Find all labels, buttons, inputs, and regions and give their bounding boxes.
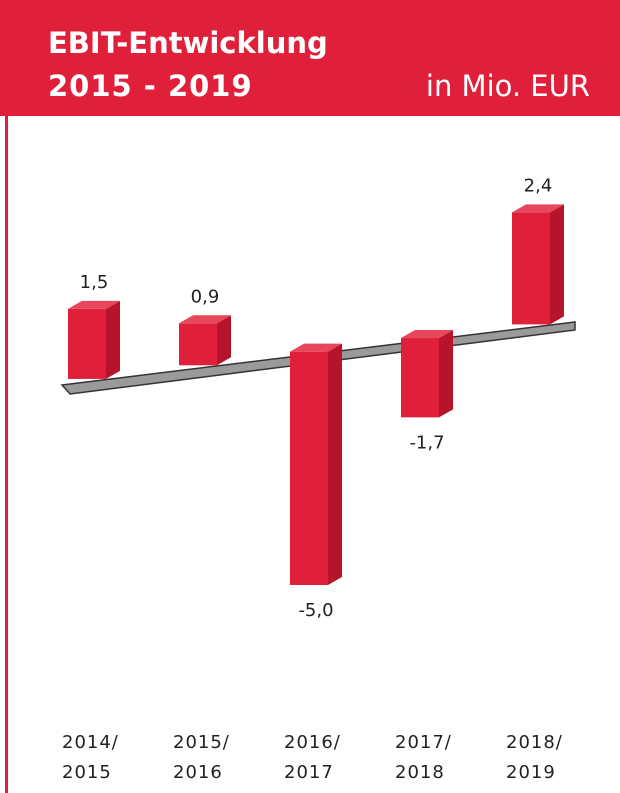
bar-side (217, 315, 231, 366)
x-tick-label: 2016 (173, 762, 223, 783)
bar (68, 308, 106, 379)
bar (290, 351, 328, 585)
x-tick-label: 2019 (506, 762, 556, 783)
value-label: -5,0 (298, 600, 333, 621)
bar (512, 212, 550, 325)
title-line: EBIT-Entwicklung (48, 26, 328, 60)
bar-side (439, 330, 453, 418)
subtitle: in Mio. EUR (426, 69, 590, 103)
value-label: 2,4 (524, 175, 553, 196)
bar-top (179, 315, 231, 324)
bar (179, 323, 217, 366)
bar-side (328, 343, 342, 585)
x-tick-label: 2018/ (506, 732, 563, 753)
x-tick-label: 2016/ (284, 732, 341, 753)
x-tick-label: 2017 (284, 762, 334, 783)
left-border (5, 116, 8, 793)
bar-side (106, 300, 120, 379)
bar-top (512, 204, 564, 213)
value-label: 1,5 (80, 272, 109, 293)
value-label: 0,9 (191, 286, 220, 307)
x-tick-label: 2014/ (62, 732, 119, 753)
header (0, 0, 620, 116)
x-tick-label: 2015/ (173, 732, 230, 753)
bar (401, 338, 439, 418)
x-tick-label: 2018 (395, 762, 445, 783)
title-line: 2015 - 2019 (48, 69, 253, 103)
bar-top (68, 300, 120, 309)
x-tick-label: 2017/ (395, 732, 452, 753)
x-tick-label: 2015 (62, 762, 112, 783)
bar-top (401, 330, 453, 339)
bar-top (290, 343, 342, 352)
value-label: -1,7 (409, 432, 444, 453)
bar-side (550, 204, 564, 325)
